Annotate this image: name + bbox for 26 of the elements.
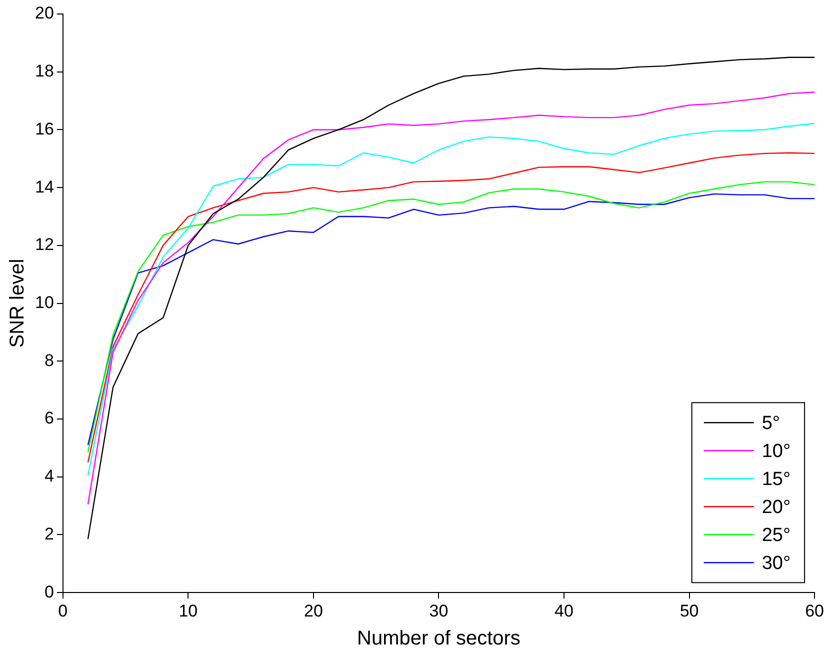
y-tick-label: 12 bbox=[34, 235, 54, 254]
legend-label: 25° bbox=[762, 524, 791, 546]
legend-label: 20° bbox=[762, 496, 791, 518]
x-tick-label: 40 bbox=[554, 601, 574, 620]
legend-label: 30° bbox=[762, 552, 791, 574]
y-tick-label: 10 bbox=[34, 292, 54, 312]
y-tick-label: 18 bbox=[34, 62, 54, 81]
legend-label: 15° bbox=[762, 468, 791, 490]
y-tick-label: 4 bbox=[44, 466, 54, 486]
y-tick-label: 20 bbox=[34, 4, 54, 23]
x-tick-label: 10 bbox=[178, 601, 198, 620]
x-tick-label: 20 bbox=[304, 601, 323, 620]
x-tick-label: 0 bbox=[58, 601, 68, 620]
x-tick-label: 50 bbox=[680, 601, 699, 620]
x-tick-label: 30 bbox=[429, 601, 448, 620]
y-tick-label: 8 bbox=[44, 350, 54, 370]
legend-label: 5° bbox=[762, 412, 780, 434]
x-axis-title: Number of sectors bbox=[357, 628, 520, 650]
y-tick-label: 2 bbox=[44, 524, 54, 544]
y-tick-label: 14 bbox=[34, 177, 54, 196]
y-tick-label: 6 bbox=[44, 408, 54, 428]
y-axis-title: SNR level bbox=[6, 258, 29, 348]
y-tick-label: 16 bbox=[34, 119, 54, 138]
x-tick-label: 60 bbox=[805, 601, 824, 620]
y-tick-label: 0 bbox=[44, 582, 54, 602]
legend-label: 10° bbox=[762, 440, 791, 462]
